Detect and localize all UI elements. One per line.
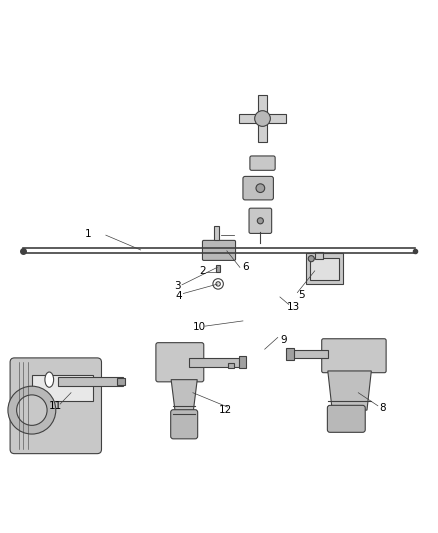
Bar bbox=[32, 375, 93, 401]
FancyBboxPatch shape bbox=[202, 240, 236, 261]
Text: 2: 2 bbox=[199, 266, 206, 276]
Text: 13: 13 bbox=[287, 302, 300, 312]
Bar bbox=[311, 258, 339, 279]
FancyBboxPatch shape bbox=[327, 405, 365, 432]
Circle shape bbox=[257, 218, 263, 224]
Bar bbox=[306, 254, 343, 284]
Bar bbox=[214, 227, 219, 240]
Bar bbox=[239, 356, 247, 368]
Bar bbox=[58, 377, 123, 386]
FancyBboxPatch shape bbox=[250, 156, 275, 171]
Circle shape bbox=[254, 111, 270, 126]
FancyBboxPatch shape bbox=[249, 208, 272, 233]
FancyBboxPatch shape bbox=[171, 410, 198, 439]
Ellipse shape bbox=[45, 372, 53, 387]
Text: 8: 8 bbox=[379, 403, 385, 413]
Polygon shape bbox=[239, 114, 286, 123]
Circle shape bbox=[17, 395, 47, 425]
Polygon shape bbox=[328, 371, 371, 410]
FancyBboxPatch shape bbox=[322, 339, 386, 373]
Text: 3: 3 bbox=[174, 281, 181, 291]
Circle shape bbox=[308, 256, 314, 262]
Bar bbox=[286, 349, 294, 360]
Text: 6: 6 bbox=[243, 262, 249, 271]
Circle shape bbox=[8, 386, 56, 434]
Bar bbox=[228, 363, 234, 368]
Bar bbox=[293, 350, 328, 358]
Text: 11: 11 bbox=[49, 401, 63, 411]
FancyBboxPatch shape bbox=[156, 343, 204, 382]
Bar bbox=[188, 358, 245, 367]
Bar bbox=[117, 378, 124, 385]
Text: 5: 5 bbox=[298, 290, 305, 300]
Polygon shape bbox=[171, 379, 197, 415]
FancyBboxPatch shape bbox=[10, 358, 102, 454]
Circle shape bbox=[256, 184, 265, 192]
Text: 10: 10 bbox=[193, 322, 206, 333]
Text: 1: 1 bbox=[85, 229, 92, 239]
Text: 4: 4 bbox=[176, 291, 182, 301]
Bar bbox=[315, 252, 323, 259]
Text: 9: 9 bbox=[280, 335, 287, 345]
Text: 12: 12 bbox=[219, 405, 232, 415]
FancyBboxPatch shape bbox=[243, 176, 273, 200]
Bar bbox=[216, 265, 220, 272]
Polygon shape bbox=[258, 94, 267, 142]
